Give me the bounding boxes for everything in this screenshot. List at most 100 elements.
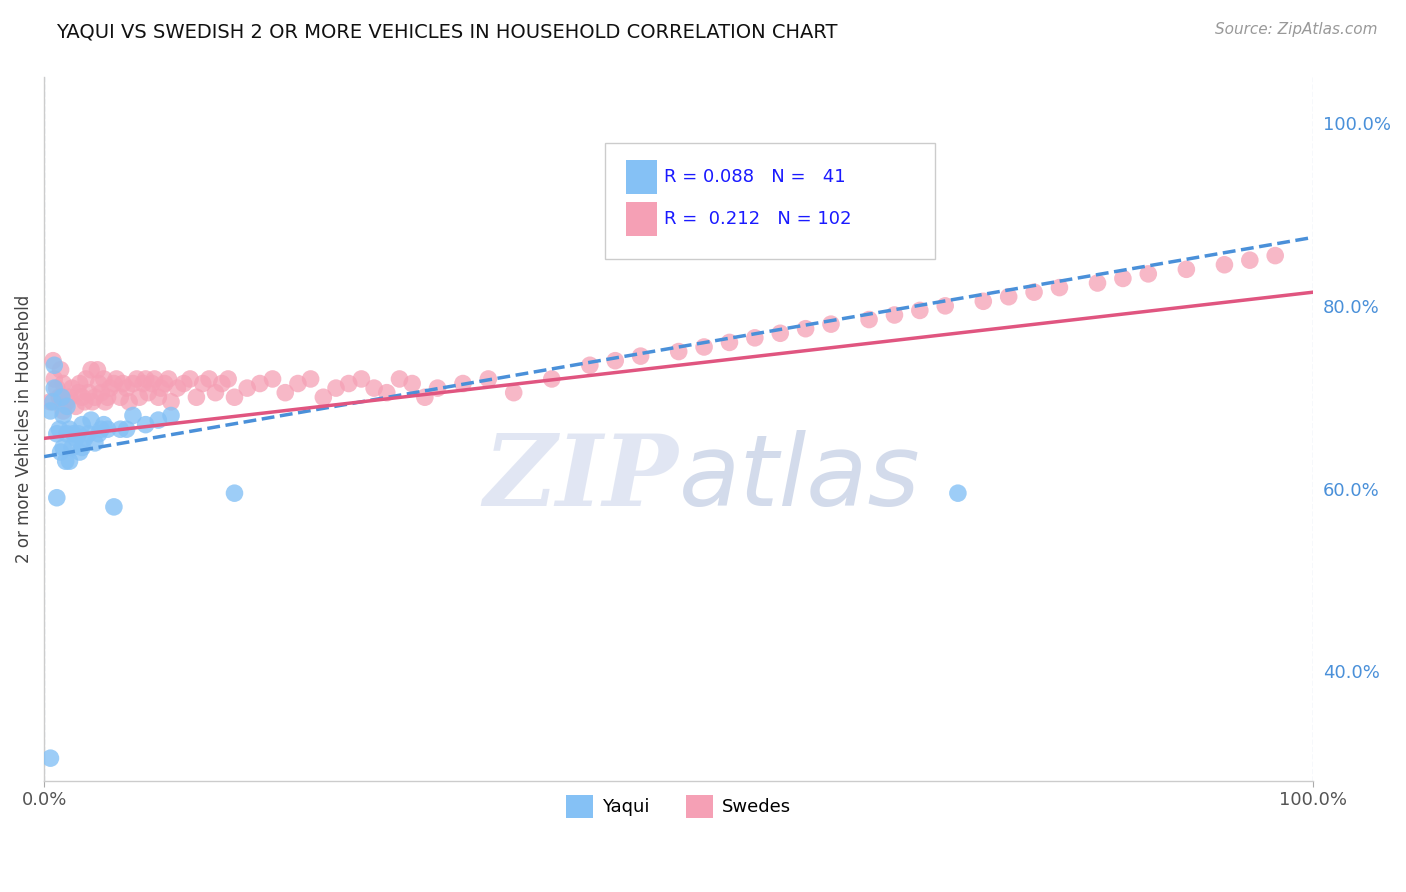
- Text: R =  0.212   N = 102: R = 0.212 N = 102: [664, 211, 851, 228]
- Point: [157, 372, 180, 386]
- Point: [148, 390, 170, 404]
- Legend: Yaqui, Swedes: Yaqui, Swedes: [560, 789, 799, 825]
- Point: [111, 376, 134, 391]
- Point: [56, 394, 79, 409]
- Point: [451, 376, 474, 391]
- Text: atlas: atlas: [679, 430, 921, 527]
- Point: [82, 394, 104, 409]
- Point: [299, 372, 322, 386]
- Point: [87, 426, 110, 441]
- Point: [55, 454, 77, 468]
- Point: [224, 486, 246, 500]
- Point: [388, 372, 411, 386]
- Point: [90, 385, 112, 400]
- Point: [51, 390, 73, 404]
- Point: [52, 376, 75, 391]
- Point: [122, 409, 145, 423]
- Point: [128, 390, 150, 404]
- Point: [105, 372, 128, 386]
- Point: [1112, 271, 1135, 285]
- Point: [287, 376, 309, 391]
- Point: [80, 363, 103, 377]
- Point: [946, 486, 969, 500]
- Point: [972, 294, 994, 309]
- Point: [883, 308, 905, 322]
- Point: [1022, 285, 1045, 300]
- Point: [160, 409, 183, 423]
- Point: [70, 441, 93, 455]
- Point: [769, 326, 792, 341]
- Point: [540, 372, 562, 386]
- Point: [668, 344, 690, 359]
- Point: [39, 751, 62, 765]
- Point: [118, 394, 141, 409]
- Point: [160, 394, 183, 409]
- Point: [60, 381, 83, 395]
- Point: [135, 372, 157, 386]
- Point: [718, 335, 741, 350]
- Point: [1087, 276, 1109, 290]
- Point: [83, 390, 105, 404]
- Point: [44, 381, 66, 395]
- Point: [934, 299, 956, 313]
- Point: [413, 390, 436, 404]
- Point: [42, 353, 65, 368]
- Point: [48, 390, 70, 404]
- Point: [858, 312, 880, 326]
- Point: [110, 390, 132, 404]
- Point: [48, 422, 70, 436]
- Point: [98, 381, 121, 395]
- Point: [70, 390, 93, 404]
- Point: [794, 322, 817, 336]
- Point: [477, 372, 499, 386]
- Point: [65, 431, 87, 445]
- Point: [83, 436, 105, 450]
- Point: [363, 381, 385, 395]
- Point: [44, 358, 66, 372]
- Point: [125, 372, 148, 386]
- Point: [186, 390, 208, 404]
- Point: [141, 376, 163, 391]
- Point: [148, 413, 170, 427]
- Point: [136, 385, 159, 400]
- Point: [80, 413, 103, 427]
- Point: [77, 426, 100, 441]
- Point: [325, 381, 347, 395]
- Point: [908, 303, 931, 318]
- Point: [52, 404, 75, 418]
- Y-axis label: 2 or more Vehicles in Household: 2 or more Vehicles in Household: [15, 295, 32, 564]
- Point: [173, 376, 195, 391]
- Point: [997, 290, 1019, 304]
- Point: [97, 422, 120, 436]
- Point: [39, 394, 62, 409]
- Point: [744, 331, 766, 345]
- Point: [97, 390, 120, 404]
- Point: [93, 417, 115, 432]
- Point: [45, 426, 67, 441]
- Point: [73, 394, 96, 409]
- Point: [49, 445, 72, 459]
- Point: [426, 381, 449, 395]
- Point: [103, 376, 125, 391]
- Text: Source: ZipAtlas.com: Source: ZipAtlas.com: [1215, 22, 1378, 37]
- Point: [249, 376, 271, 391]
- Text: ZIP: ZIP: [484, 430, 679, 526]
- Point: [60, 441, 83, 455]
- Text: R = 0.088   N =   41: R = 0.088 N = 41: [664, 168, 845, 186]
- Point: [45, 381, 67, 395]
- Point: [115, 422, 138, 436]
- Point: [605, 353, 627, 368]
- Point: [122, 376, 145, 391]
- Point: [52, 441, 75, 455]
- Point: [224, 390, 246, 404]
- Point: [630, 349, 652, 363]
- Point: [579, 358, 602, 372]
- Point: [94, 394, 117, 409]
- Point: [236, 381, 259, 395]
- Point: [67, 426, 90, 441]
- Point: [73, 431, 96, 445]
- Point: [58, 454, 80, 468]
- Point: [274, 385, 297, 400]
- Point: [262, 372, 284, 386]
- Point: [204, 385, 226, 400]
